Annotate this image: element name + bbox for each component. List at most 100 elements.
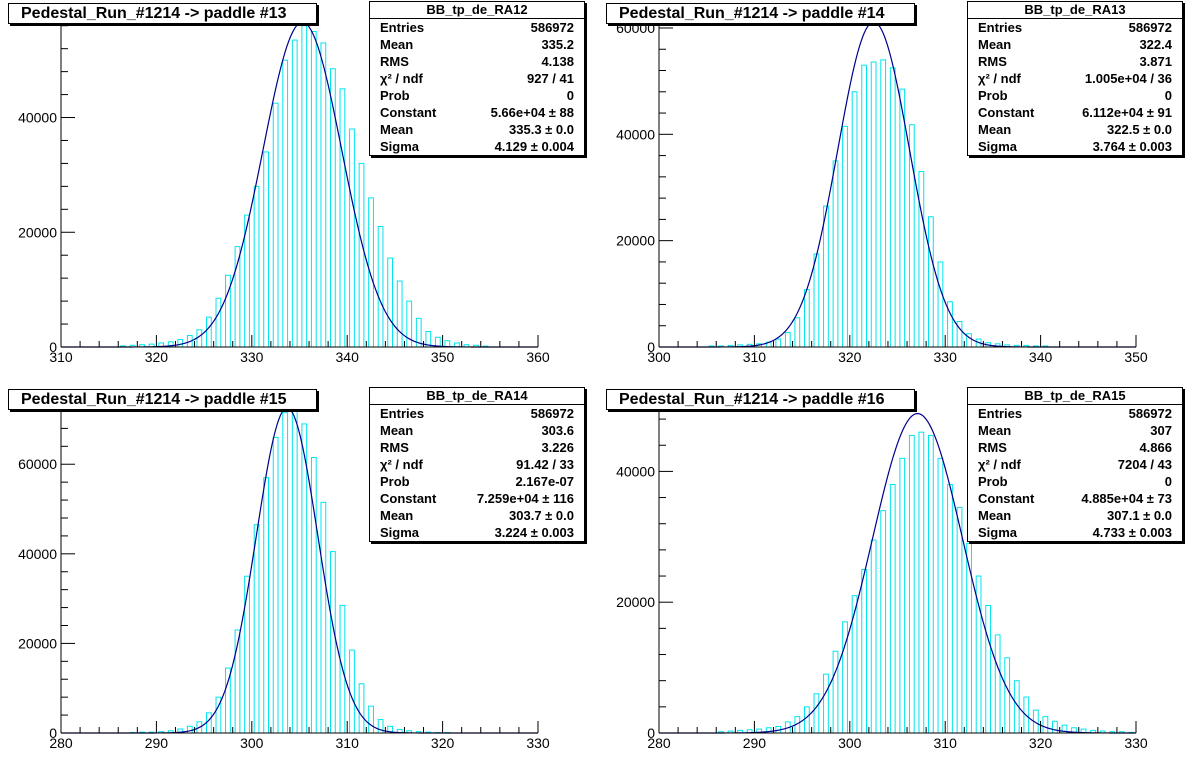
stats-row: χ² / ndf 1.005e+04 / 36 xyxy=(968,70,1182,87)
stats-label: χ² / ndf xyxy=(978,71,1021,86)
y-tick-label: 40000 xyxy=(616,126,655,142)
histogram-bar xyxy=(918,431,925,734)
stats-name: BB_tp_de_RA14 xyxy=(370,388,584,405)
histogram-bar xyxy=(813,253,820,348)
histogram-plot: 310 320 330 340 350 360 0 20000 40000 xyxy=(18,20,550,365)
y-tick-label: 40000 xyxy=(18,546,57,562)
x-tick-label: 320 xyxy=(431,735,455,751)
stats-label: Mean xyxy=(380,423,414,438)
stats-label: Mean xyxy=(978,122,1012,137)
histogram-bar xyxy=(310,30,317,348)
stats-value: 6.112e+04 ± 91 xyxy=(1082,105,1172,120)
histogram-panel-paddle-14: 300 310 320 330 340 350 0 20000 40000 60000 Pedes… xyxy=(598,0,1196,386)
x-tick-label: 300 xyxy=(647,349,671,365)
histogram-title: Pedestal_Run_#1214 -> paddle #15 xyxy=(8,389,317,410)
histogram-bar xyxy=(396,280,403,348)
x-tick-label: 300 xyxy=(838,735,862,751)
stats-label: Mean xyxy=(380,508,414,523)
stats-row: Constant 7.259e+04 ± 116 xyxy=(370,490,584,507)
stats-row: Sigma 4.733 ± 0.003 xyxy=(968,524,1182,541)
histogram-bar xyxy=(803,289,810,348)
stats-row: Mean 322.5 ± 0.0 xyxy=(968,121,1182,138)
stats-row: Entries 586972 xyxy=(370,19,584,36)
stats-value: 3.764 ± 0.003 xyxy=(1092,139,1172,154)
y-tick-label: 0 xyxy=(49,339,57,355)
stats-label: Constant xyxy=(380,105,437,120)
stats-label: RMS xyxy=(978,54,1007,69)
stats-label: Entries xyxy=(978,406,1023,421)
histogram-bar xyxy=(803,706,810,734)
x-tick-label: 360 xyxy=(526,349,550,365)
x-tick-label: 310 xyxy=(934,735,958,751)
stats-value: 586972 xyxy=(530,406,574,421)
stats-row: Mean 322.4 xyxy=(968,36,1182,53)
x-tick-label: 310 xyxy=(336,735,360,751)
histogram-bar xyxy=(377,226,384,348)
histogram-bar xyxy=(889,67,896,348)
histogram-panel-paddle-15: 280 290 300 310 320 330 0 20000 40000 60000 Pedes… xyxy=(0,386,598,772)
stats-value: 5.66e+04 ± 88 xyxy=(490,105,574,120)
stats-box: BB_tp_de_RA14 Entries 586972 Mean 303.6 RM… xyxy=(369,387,585,542)
histogram-bar xyxy=(263,477,270,734)
stats-row: Constant 5.66e+04 ± 88 xyxy=(370,104,584,121)
histogram-bar xyxy=(358,162,365,348)
histogram-bar xyxy=(947,483,953,734)
histogram-bar xyxy=(842,125,848,348)
histogram-bar xyxy=(928,216,934,348)
stats-value: 586972 xyxy=(1128,406,1172,421)
histogram-bar xyxy=(291,407,298,734)
stats-label: Entries xyxy=(978,20,1023,35)
histogram-bar xyxy=(377,719,384,734)
stats-row: Prob 0 xyxy=(968,87,1182,104)
histogram-bar xyxy=(320,42,327,348)
histogram-bar xyxy=(851,91,858,348)
histogram-bar xyxy=(244,575,250,734)
histogram-bar xyxy=(918,171,925,348)
stats-row: Entries 586972 xyxy=(968,405,1182,422)
stats-label: Prob xyxy=(978,474,1008,489)
stats-label: RMS xyxy=(380,54,409,69)
y-tick-label: 20000 xyxy=(616,233,655,249)
stats-label: χ² / ndf xyxy=(380,71,423,86)
y-tick-label: 0 xyxy=(647,339,655,355)
histogram-bar xyxy=(813,693,820,734)
x-tick-label: 350 xyxy=(431,349,455,365)
stats-value: 307.1 ± 0.0 xyxy=(1107,508,1172,523)
histogram-bar xyxy=(253,185,260,348)
y-tick-label: 20000 xyxy=(18,635,57,651)
histogram-bar xyxy=(177,339,184,348)
x-tick-label: 350 xyxy=(1124,349,1148,365)
y-tick-label: 0 xyxy=(647,725,655,741)
stats-box: BB_tp_de_RA12 Entries 586972 Mean 335.2 RM… xyxy=(369,1,585,156)
x-tick-label: 340 xyxy=(1029,349,1053,365)
stats-value: 4.129 ± 0.004 xyxy=(494,139,574,154)
stats-label: Mean xyxy=(978,423,1012,438)
histogram-bar xyxy=(870,539,877,734)
histogram-bar xyxy=(349,649,355,734)
stats-value: 4.866 xyxy=(1139,440,1172,455)
x-tick-label: 300 xyxy=(240,735,264,751)
stats-value: 3.226 xyxy=(541,440,574,455)
histogram-bar xyxy=(358,683,365,734)
stats-row: Mean 303.6 xyxy=(370,422,584,439)
histogram-plot: 280 290 300 310 320 330 0 20000 40000 60000 xyxy=(18,406,550,751)
histogram-bar xyxy=(272,102,279,348)
stats-row: Prob 0 xyxy=(968,473,1182,490)
histogram-bar xyxy=(349,128,355,348)
histogram-panel-paddle-16: 280 290 300 310 320 330 0 20000 40000 Pedestal_R… xyxy=(598,386,1196,772)
histogram-bar xyxy=(186,725,193,734)
stats-label: χ² / ndf xyxy=(978,457,1021,472)
stats-row: Prob 2.167e-07 xyxy=(370,473,584,490)
plot-area: 280 290 300 310 320 330 0 20000 40000 xyxy=(616,406,1148,751)
histogram-bar xyxy=(937,457,944,734)
stats-value: 3.871 xyxy=(1139,54,1172,69)
stats-label: Constant xyxy=(978,105,1035,120)
stats-label: Constant xyxy=(380,491,437,506)
stats-label: Mean xyxy=(380,122,414,137)
stats-value: 1.005e+04 / 36 xyxy=(1084,71,1172,86)
x-tick-label: 310 xyxy=(743,349,767,365)
stats-label: Mean xyxy=(380,37,414,52)
stats-value: 335.3 ± 0.0 xyxy=(509,122,574,137)
histogram-bar xyxy=(956,506,963,734)
